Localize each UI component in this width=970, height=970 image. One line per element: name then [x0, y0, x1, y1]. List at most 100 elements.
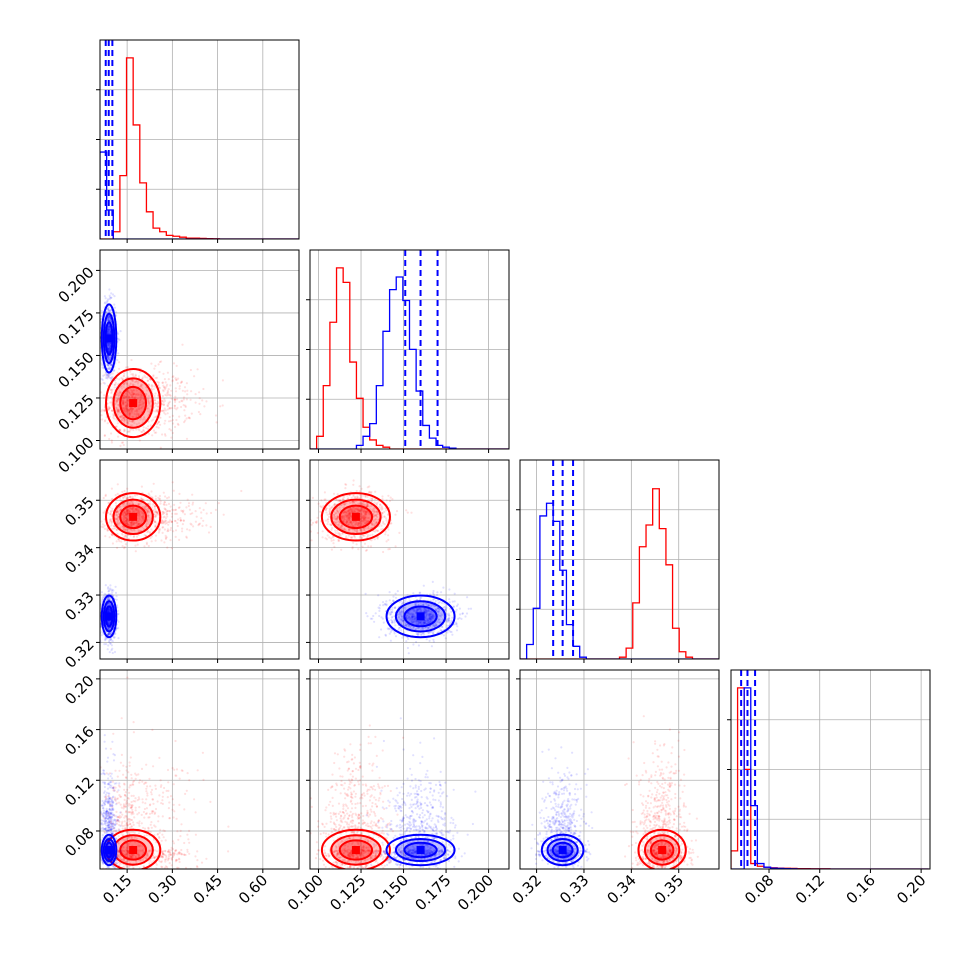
sample-point-red — [330, 506, 333, 509]
sample-point-blue — [107, 633, 110, 636]
sample-point-blue — [113, 636, 116, 639]
sample-point-red — [127, 523, 131, 526]
sample-point-red — [163, 501, 166, 504]
sample-point-red — [375, 513, 379, 516]
sample-point-red — [118, 389, 121, 393]
sample-point-blue — [108, 366, 111, 369]
sample-point-blue — [107, 332, 110, 335]
sample-point-red — [111, 409, 114, 412]
sample-point-red — [156, 380, 159, 384]
sample-point-blue — [107, 590, 110, 593]
sample-point-red — [123, 534, 127, 537]
sample-point-red — [149, 518, 152, 522]
sample-point-red — [190, 523, 193, 526]
sample-point-red — [135, 392, 138, 396]
sample-point-red — [359, 513, 362, 516]
sample-point-red — [364, 512, 367, 516]
sample-point-red — [166, 497, 169, 500]
sample-point-red — [135, 410, 138, 413]
sample-point-red — [158, 497, 161, 500]
sample-point-blue — [455, 608, 458, 611]
sample-point-red — [347, 515, 350, 518]
sample-point-red — [169, 407, 172, 410]
sample-point-red — [144, 505, 147, 508]
sample-point-red — [155, 376, 159, 379]
sample-point-red — [184, 404, 187, 407]
sample-point-blue — [110, 377, 113, 380]
sample-point-red — [332, 517, 335, 520]
sample-point-red — [341, 525, 344, 528]
sample-point-red — [363, 529, 366, 532]
sample-point-red — [104, 493, 107, 496]
sample-point-red — [362, 516, 365, 520]
sample-point-red — [363, 514, 366, 517]
sample-point-red — [364, 517, 367, 520]
sample-point-red — [147, 410, 150, 413]
sample-point-red — [132, 506, 135, 509]
sample-point-red — [157, 496, 160, 499]
sample-point-red — [140, 383, 143, 386]
sample-point-red — [331, 536, 334, 539]
sample-point-red — [366, 520, 369, 523]
sample-point-red — [360, 517, 363, 520]
sample-point-red — [328, 511, 331, 514]
sample-point-red — [116, 397, 120, 401]
sample-point-red — [336, 509, 339, 512]
sample-point-red — [351, 546, 354, 549]
sample-point-red — [316, 531, 319, 535]
sample-point-red — [103, 394, 106, 397]
sample-point-blue — [453, 600, 456, 603]
sample-point-red — [145, 523, 148, 526]
sample-point-red — [389, 522, 392, 525]
sample-point-red — [352, 493, 355, 496]
sample-point-red — [162, 522, 165, 525]
sample-point-red — [130, 501, 133, 504]
sample-point-red — [363, 514, 366, 518]
sample-point-blue — [106, 331, 109, 334]
sample-point-red — [364, 513, 367, 516]
sample-point-red — [123, 547, 126, 550]
sample-point-red — [123, 372, 126, 375]
sample-point-blue — [107, 309, 110, 312]
sample-point-blue — [108, 319, 111, 322]
sample-point-red — [131, 502, 134, 506]
sample-point-red — [121, 513, 124, 516]
sample-point-blue — [109, 328, 112, 331]
sample-point-red — [135, 413, 138, 416]
sample-point-red — [374, 514, 378, 517]
sample-point-blue — [107, 344, 110, 347]
sample-point-blue — [108, 348, 111, 351]
sample-point-red — [116, 492, 119, 495]
sample-point-red — [373, 509, 376, 512]
sample-point-red — [135, 380, 138, 383]
sample-point-red — [367, 516, 370, 520]
sample-point-blue — [111, 651, 114, 655]
sample-point-red — [161, 394, 164, 398]
sample-point-red — [129, 502, 132, 506]
sample-point-red — [111, 534, 114, 537]
panel-2-0: 0.320.330.340.35 — [61, 459, 300, 672]
sample-point-red — [370, 523, 374, 526]
sample-point-red — [333, 515, 336, 518]
sample-point-red — [181, 530, 184, 533]
sample-point-red — [132, 522, 135, 525]
sample-point-red — [174, 390, 178, 393]
sample-point-red — [349, 515, 352, 518]
sample-point-blue — [448, 588, 451, 591]
sample-point-red — [355, 508, 358, 511]
sample-point-red — [122, 520, 125, 523]
sample-point-red — [153, 367, 156, 370]
sample-point-red — [140, 485, 143, 488]
sample-point-blue — [451, 616, 454, 619]
sample-point-red — [339, 509, 342, 512]
sample-point-red — [124, 535, 127, 538]
sample-point-red — [117, 537, 120, 541]
sample-point-red — [140, 384, 143, 387]
sample-point-red — [365, 513, 368, 516]
sample-point-blue — [108, 319, 112, 322]
sample-point-red — [177, 506, 180, 509]
sample-point-red — [122, 409, 126, 412]
sample-point-red — [116, 408, 120, 411]
sample-point-red — [164, 434, 167, 437]
sample-point-red — [115, 407, 118, 410]
